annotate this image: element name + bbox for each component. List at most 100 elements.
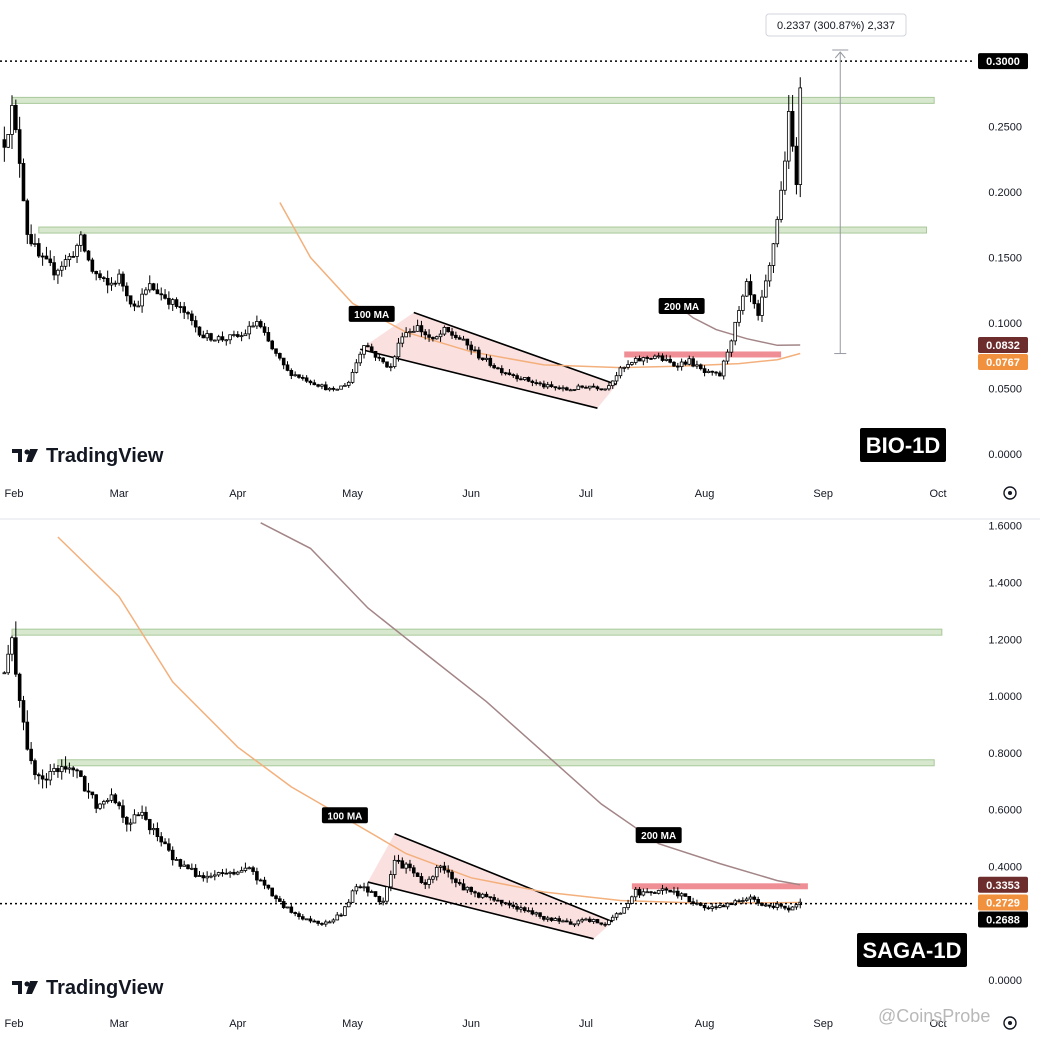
saga-1d-settings-gear-icon[interactable] [1003,1016,1017,1030]
bio-1d-candle [503,371,508,376]
saga-1d-candle [668,889,672,893]
bio-1d-candle-body [377,356,382,359]
saga-1d-candle-body [653,892,657,894]
bio-1d-price-tag-0-3000 [978,53,1028,70]
bio-1d-candle-body [664,358,669,361]
saga-1d-candle [427,876,431,889]
bio-1d-candle-body [320,384,324,387]
saga-1d-candle [197,871,202,877]
bio-1d-candle-body [557,387,561,390]
saga-1d-candle [14,621,18,677]
bio-1d-candle-body [17,129,22,164]
saga-1d-candle [281,898,286,910]
bio-1d-x-tick-feb: Feb [5,488,24,500]
bio-1d-candle-body [197,326,202,336]
saga-1d-x-tick-may: May [342,1018,363,1030]
bio-1d-candle-body [266,332,271,342]
bio-1d-candle [691,356,695,368]
bio-1d-candle [687,355,692,366]
bio-1d-x-tick-oct: Oct [929,488,946,500]
saga-1d-candle [484,891,489,898]
saga-1d-candle-body [377,896,382,903]
bio-1d-candle-body [343,384,347,387]
saga-1d-candle-body [128,822,133,825]
bio-1d-candle [59,261,64,277]
saga-1d-candle [270,887,274,897]
saga-1d-candle-body [209,875,213,878]
bio-1d-candle-body [419,325,424,333]
bio-1d-candle [201,330,206,339]
saga-1d-candle [220,868,225,877]
saga-1d-candle-body [113,794,118,804]
saga-1d-candle-body [714,906,718,909]
tv-logo-wedge [26,449,38,462]
bio-1d-candle-body [308,380,313,384]
bio-1d-candle [622,366,627,373]
bio-1d-candle-body [477,349,481,359]
saga-1d-candle [339,912,343,917]
bio-1d-candle-body [434,336,439,340]
bio-1d-candle [733,321,737,346]
saga-1d-candle-body [557,918,561,922]
bio-1d-candle-body [572,389,577,391]
saga-1d-candle-body [136,814,141,817]
bio-1d-candle-body [764,280,768,298]
bio-1d-candle-body [431,336,435,340]
bio-1d-candle-body [695,364,699,367]
bio-1d-candle [775,216,780,248]
bio-1d-candle [373,350,378,361]
bio-1d-candle [331,386,336,392]
saga-1d-x-tick-aug: Aug [695,1018,715,1030]
saga-1d-candle [752,895,757,902]
saga-1d-candle-body [170,849,175,861]
bio-1d-candle [676,362,680,371]
saga-1d-candle-body [232,871,236,875]
bio-1d-candle [213,339,217,342]
bio-1d-candle [419,320,424,337]
saga-1d-candle [40,769,45,789]
saga-1d-candle-body [350,890,355,903]
saga-1d-candle [52,763,56,776]
bio-1d-candle-body [293,374,297,377]
saga-1d-candle [565,918,569,923]
bio-1d-candle-body [656,355,661,358]
bio-1d-candle [366,342,370,348]
bio-1d-candle [48,250,53,267]
saga-1d-candle [431,875,435,884]
bio-1d-candle-body [373,350,378,358]
bio-1d-candle [205,329,209,342]
saga-1d-price-tag-0-3353 [978,876,1028,893]
bio-1d-100ma-label: 100 MA [354,310,389,321]
bio-1d-candle-body [783,160,787,191]
bio-1d-candle [79,231,83,252]
saga-1d-candle-body [121,805,125,818]
bio-1d-candle-body [408,331,412,333]
saga-1d-y-tick: 1.2000 [988,634,1022,646]
saga-1d-candle-body [469,886,473,893]
saga-1d-candle-body [748,896,753,900]
saga-1d-candle-body [258,879,263,882]
saga-1d-candle-body [465,886,470,891]
bio-1d-candle-body [385,361,389,368]
bio-1d-candle [163,289,167,300]
saga-1d-candle [641,888,646,897]
bio-1d-candle [630,361,634,366]
bio-1d-candle [469,341,473,355]
bio-1d-candle-body [610,380,615,387]
bio-1d-candle [258,319,263,329]
bio-1d-candle-body [614,375,619,382]
bio-1d-settings-gear-icon[interactable] [1003,486,1017,500]
bio-1d-wedge-upper-line [413,311,617,386]
saga-1d-candle-body [622,907,627,914]
gear-outer [1003,1016,1017,1030]
bio-1d-candle-body [389,366,393,368]
saga-1d-candle-body [220,872,225,874]
saga-1d-candle [446,865,451,878]
bio-1d-candle [607,382,611,391]
saga-1d-candle [530,907,535,916]
saga-1d-candle [660,884,665,895]
bio-1d-price-tag-text: 0.3000 [986,56,1020,68]
saga-1d-candle-body [40,775,45,780]
bio-1d-candle [71,251,76,258]
saga-1d-candle [182,860,186,867]
